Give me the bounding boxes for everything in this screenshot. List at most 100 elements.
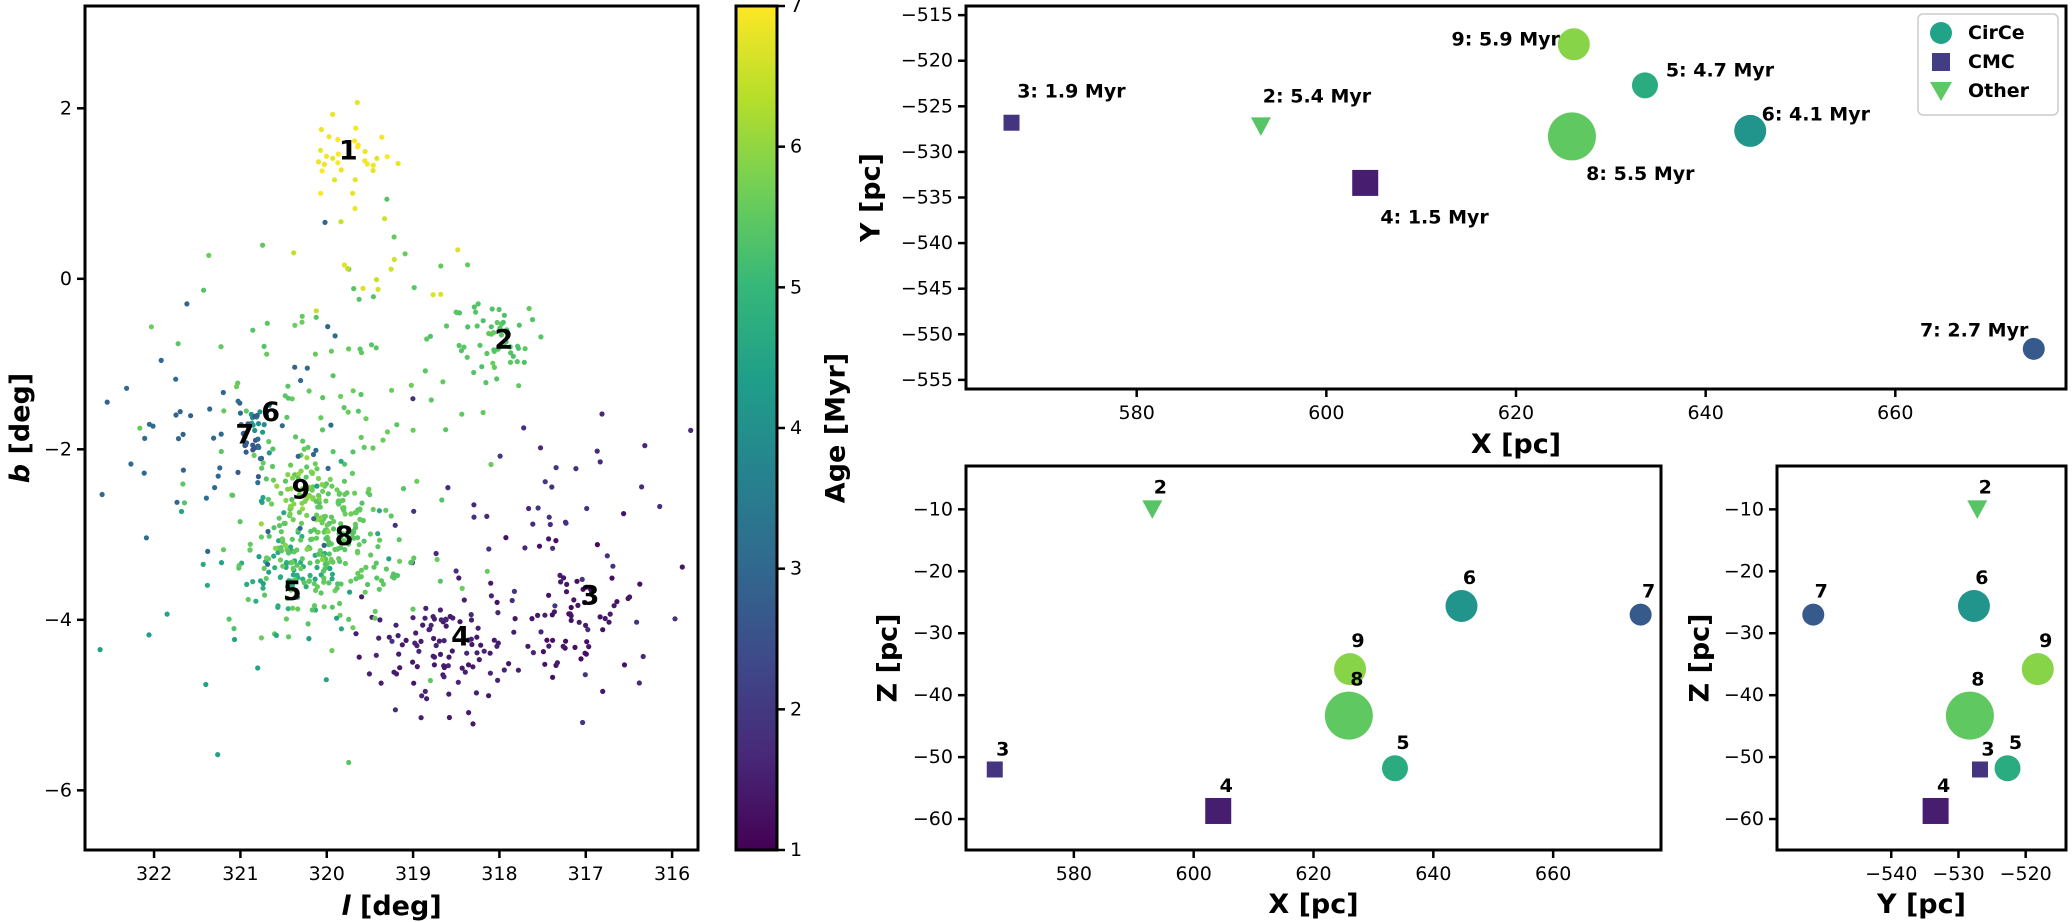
star-point — [410, 659, 416, 665]
colorbar-tick-label: 2 — [790, 698, 802, 720]
star-point — [318, 590, 324, 596]
group-4-id-label: 4 — [1937, 775, 1950, 797]
star-point — [456, 310, 463, 316]
star-point — [338, 167, 344, 173]
star-point — [330, 111, 336, 117]
star-point — [568, 617, 574, 624]
star-point — [475, 625, 481, 631]
star-point — [575, 602, 581, 609]
star-point — [184, 301, 190, 307]
star-point — [99, 491, 105, 498]
star-point — [321, 161, 327, 167]
x-tick-label: 580 — [1056, 863, 1092, 885]
star-point — [441, 674, 447, 680]
star-point — [345, 534, 351, 540]
star-point — [260, 429, 266, 435]
star-point — [377, 617, 383, 623]
star-point — [413, 630, 419, 636]
star-point — [218, 431, 224, 437]
yz-frame — [1775, 464, 2068, 852]
group-7-marker — [1629, 603, 1652, 626]
y-tick-label: −6 — [44, 779, 72, 801]
star-point — [255, 480, 261, 486]
star-point — [285, 584, 291, 590]
star-point — [363, 564, 369, 571]
star-point — [331, 177, 338, 183]
star-point — [438, 291, 444, 297]
group-3-marker — [1971, 761, 1988, 778]
star-point — [313, 308, 319, 314]
star-point — [287, 511, 293, 517]
y-tick-label: −30 — [913, 622, 953, 644]
star-point — [271, 525, 277, 531]
star-point — [318, 415, 324, 421]
star-point — [553, 465, 559, 471]
star-point — [352, 177, 358, 183]
star-point — [437, 651, 444, 658]
group-5-marker — [1381, 755, 1408, 782]
star-point — [351, 286, 357, 292]
star-point — [386, 634, 392, 640]
star-point — [330, 155, 336, 161]
star-point — [583, 651, 589, 657]
star-point — [370, 167, 376, 174]
age-colorbar: 1 2 3 4 5 6 7 Age [Myr] — [734, 0, 852, 861]
star-point — [342, 511, 348, 517]
star-point — [488, 324, 494, 330]
star-point — [325, 324, 331, 330]
star-point — [282, 542, 289, 548]
star-point — [358, 391, 364, 398]
star-point — [554, 660, 561, 666]
star-point — [376, 586, 382, 592]
star-point — [621, 510, 627, 517]
star-point — [309, 470, 315, 476]
x-tick-label: −520 — [2000, 863, 2052, 885]
group-age-annotation: 7: 2.7 Myr — [1920, 320, 2029, 342]
star-point — [418, 715, 424, 721]
star-point — [356, 296, 362, 302]
star-point — [295, 606, 301, 612]
star-point — [352, 205, 358, 212]
star-point — [263, 476, 269, 482]
star-point — [314, 466, 320, 472]
star-point — [466, 710, 472, 716]
star-point — [315, 475, 322, 482]
star-point — [362, 148, 368, 155]
star-point — [365, 581, 371, 588]
star-point — [318, 190, 324, 196]
star-point — [497, 325, 503, 331]
star-point — [634, 619, 640, 625]
star-point — [285, 549, 291, 555]
star-point — [317, 548, 323, 554]
star-point — [507, 344, 513, 350]
star-point — [205, 548, 211, 555]
legend-circle-icon — [1930, 22, 1952, 44]
star-point — [211, 435, 217, 441]
star-point — [367, 531, 373, 537]
star-point — [218, 344, 224, 350]
star-point — [530, 521, 536, 527]
star-point — [347, 589, 353, 595]
star-point — [476, 657, 482, 663]
star-point — [475, 301, 481, 307]
star-point — [563, 638, 569, 644]
group-8-marker — [1547, 112, 1596, 161]
star-point — [392, 522, 398, 528]
star-point — [250, 442, 256, 448]
star-point — [233, 384, 240, 390]
star-point — [496, 306, 502, 313]
star-point — [507, 359, 514, 365]
group-2-marker — [1967, 500, 1988, 519]
star-point — [146, 632, 152, 638]
star-point — [306, 388, 312, 394]
star-point — [293, 593, 299, 599]
star-point — [358, 434, 364, 440]
star-point — [366, 671, 372, 677]
star-point — [456, 342, 462, 349]
x-axis-label: X [pc] — [1268, 889, 1358, 920]
xz-frame — [964, 464, 1663, 852]
x-tick-label: 600 — [1176, 863, 1212, 885]
star-point — [469, 641, 475, 648]
star-point — [414, 643, 420, 649]
star-point — [373, 277, 380, 283]
